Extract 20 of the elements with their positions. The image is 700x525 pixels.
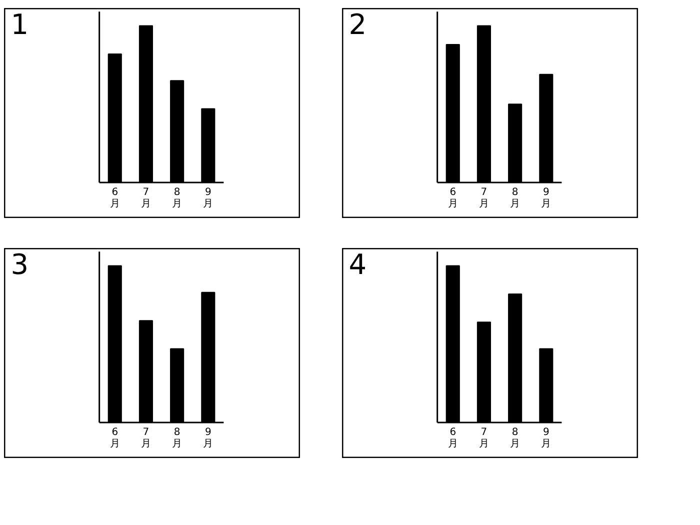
chart-title: 2 [348, 8, 367, 42]
x-tick-label: 8月 [510, 427, 520, 450]
x-tick-label: 8月 [510, 187, 520, 210]
x-tick-label: 8月 [172, 427, 182, 450]
chart-title: 1 [10, 8, 29, 42]
x-tick-label: 7月 [478, 427, 489, 450]
x-tick-label: 9月 [541, 187, 552, 210]
chart-title: 4 [348, 248, 367, 282]
x-tick-label: 7月 [140, 427, 151, 450]
x-tick-label: 9月 [203, 427, 214, 450]
x-tick-label: 7月 [478, 187, 489, 210]
x-tick-label: 6月 [110, 187, 120, 210]
x-tick-label: 6月 [448, 427, 458, 450]
x-tick-label: 6月 [110, 427, 120, 450]
x-tick-label: 8月 [172, 187, 182, 210]
chart-title: 3 [10, 248, 29, 282]
x-tick-label: 9月 [541, 427, 552, 450]
x-tick-label: 6月 [448, 187, 458, 210]
x-tick-label: 7月 [140, 187, 151, 210]
x-tick-label: 9月 [203, 187, 214, 210]
